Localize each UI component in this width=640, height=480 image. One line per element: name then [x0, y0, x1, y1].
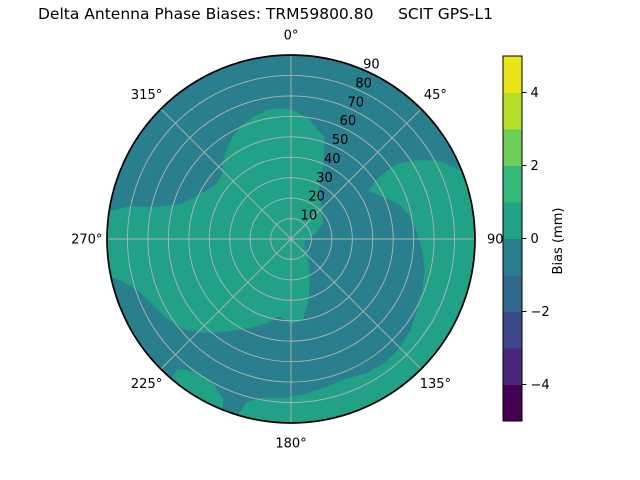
radial-tick-label: 80 — [355, 76, 372, 91]
colorbar-axis-label: Bias (mm) — [551, 207, 566, 275]
polar-rim — [106, 54, 476, 424]
colorbar-tick-label: 4 — [531, 86, 539, 101]
radial-tick-label: 70 — [347, 95, 364, 110]
angular-tick-label: 270° — [71, 233, 102, 248]
angular-tick-label: 135° — [420, 377, 451, 392]
angular-tick-label: 45° — [424, 88, 447, 103]
colorbar-band — [503, 348, 522, 385]
radial-tick-label: 10 — [301, 209, 318, 224]
colorbar-tick-label: 2 — [531, 159, 539, 174]
colorbar-tick-label: −2 — [531, 305, 550, 320]
radial-tick-label: 50 — [332, 133, 349, 148]
radial-tick-label: 90 — [363, 58, 380, 73]
colorbar-band — [503, 275, 522, 312]
angular-gridline — [290, 238, 422, 370]
angular-gridline — [290, 108, 422, 240]
colorbar-tick-label: −4 — [531, 378, 550, 393]
colorbar-band — [503, 238, 522, 276]
radial-tick-label: 40 — [324, 152, 341, 167]
radial-tick-label: 60 — [340, 114, 357, 129]
colorbar-band — [503, 165, 522, 203]
angular-tick-label: 225° — [131, 377, 162, 392]
colorbar-band — [503, 56, 522, 93]
angular-gridline — [160, 238, 292, 370]
angular-tick-label: 90 — [487, 233, 504, 248]
angular-tick-label: 180° — [275, 437, 306, 452]
angular-tick-label: 0° — [284, 28, 299, 43]
radial-tick-label: 20 — [308, 190, 325, 205]
colorbar-tick-label: 0 — [531, 232, 539, 247]
colorbar-band — [503, 202, 522, 239]
colorbar-band — [503, 311, 522, 349]
radial-tick-label: 30 — [316, 171, 333, 186]
colorbar-band — [503, 92, 522, 130]
colorbar-band — [503, 384, 522, 422]
colorbar-band — [503, 129, 522, 166]
chart-title: Delta Antenna Phase Biases: TRM59800.80 … — [38, 5, 493, 23]
angular-tick-label: 315° — [131, 88, 162, 103]
angular-gridline — [160, 108, 292, 240]
